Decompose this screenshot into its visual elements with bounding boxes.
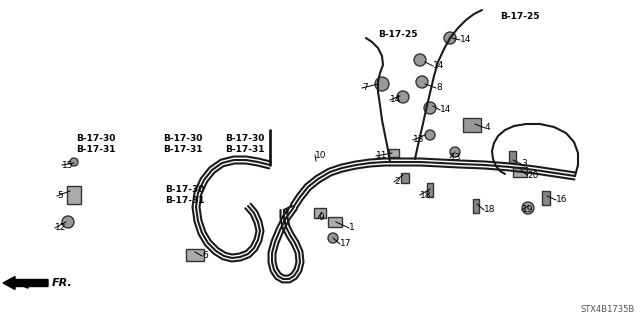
Circle shape xyxy=(444,32,456,44)
Text: 15: 15 xyxy=(62,160,74,169)
Text: STX4B1735B: STX4B1735B xyxy=(580,305,635,314)
FancyArrow shape xyxy=(3,277,48,290)
Text: 6: 6 xyxy=(202,251,208,261)
Text: 1: 1 xyxy=(349,224,355,233)
Text: 2: 2 xyxy=(394,177,399,187)
Text: B-17-31: B-17-31 xyxy=(163,145,202,154)
Text: B-17-31: B-17-31 xyxy=(165,196,205,205)
Bar xyxy=(401,173,409,183)
Text: 18: 18 xyxy=(484,205,495,214)
Bar xyxy=(509,151,515,163)
Circle shape xyxy=(397,91,409,103)
Text: B-17-31: B-17-31 xyxy=(76,145,115,154)
Bar xyxy=(67,186,81,204)
Text: 10: 10 xyxy=(315,151,326,160)
Text: B-17-30: B-17-30 xyxy=(165,185,204,194)
Bar xyxy=(328,217,342,227)
Text: 3: 3 xyxy=(521,160,527,168)
Bar xyxy=(186,249,204,261)
Text: 13: 13 xyxy=(413,136,424,145)
Bar xyxy=(314,208,326,218)
Text: B-17-30: B-17-30 xyxy=(76,134,115,143)
Text: 12: 12 xyxy=(55,224,67,233)
Text: B-17-25: B-17-25 xyxy=(378,30,417,39)
Text: B-17-30: B-17-30 xyxy=(163,134,202,143)
Text: 17: 17 xyxy=(340,240,351,249)
Text: 19: 19 xyxy=(522,205,534,214)
Circle shape xyxy=(62,216,74,228)
Text: 14: 14 xyxy=(433,62,444,70)
Text: B-17-25: B-17-25 xyxy=(500,12,540,21)
Text: 14: 14 xyxy=(390,95,401,105)
Text: B-17-30: B-17-30 xyxy=(225,134,264,143)
Text: 5: 5 xyxy=(57,191,63,201)
Text: 4: 4 xyxy=(485,123,491,132)
Text: 14: 14 xyxy=(440,106,451,115)
Bar xyxy=(389,149,399,157)
Text: 18: 18 xyxy=(420,190,431,199)
Text: 20: 20 xyxy=(527,170,538,180)
Text: 7: 7 xyxy=(362,84,368,93)
Text: 8: 8 xyxy=(436,84,442,93)
Text: B-17-31: B-17-31 xyxy=(225,145,264,154)
Text: 16: 16 xyxy=(556,196,568,204)
Bar xyxy=(463,118,481,132)
Text: 9: 9 xyxy=(318,213,324,222)
Text: 14: 14 xyxy=(460,35,472,44)
Circle shape xyxy=(450,147,460,157)
Bar xyxy=(473,199,479,213)
Circle shape xyxy=(414,54,426,66)
Bar xyxy=(542,191,550,205)
Text: FR.: FR. xyxy=(52,278,73,288)
Text: 11: 11 xyxy=(376,152,387,160)
Circle shape xyxy=(328,233,338,243)
Circle shape xyxy=(424,102,436,114)
Circle shape xyxy=(416,76,428,88)
Bar xyxy=(427,183,433,197)
Circle shape xyxy=(70,158,78,166)
Circle shape xyxy=(375,77,389,91)
Bar xyxy=(513,167,527,177)
Text: 13: 13 xyxy=(450,153,461,162)
Circle shape xyxy=(425,130,435,140)
Circle shape xyxy=(522,202,534,214)
